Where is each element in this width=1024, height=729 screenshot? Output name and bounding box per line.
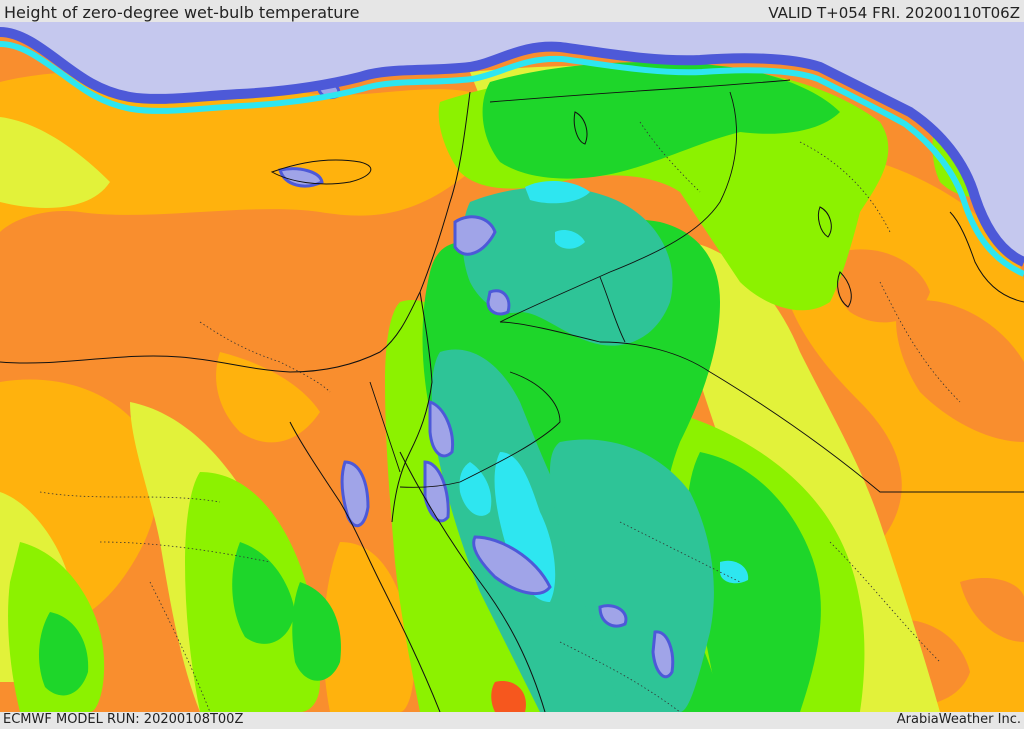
coastlines: [0, 91, 1024, 712]
credit-label: ArabiaWeather Inc.: [896, 712, 1021, 727]
weather-map[interactable]: [0, 22, 1024, 712]
model-run: ECMWF MODEL RUN: 20200108T00Z: [3, 712, 244, 727]
cold-north-band: [0, 22, 1024, 262]
red-spot: [491, 681, 526, 712]
footer-bar: ECMWF MODEL RUN: 20200108T00Z ArabiaWeat…: [0, 712, 1024, 729]
country-borders: [369, 79, 1024, 493]
cold-north-edge: [0, 27, 1024, 267]
map-canvas: [0, 22, 1024, 712]
amber-fields: [0, 71, 1024, 712]
cold-north-cyan: [0, 41, 1024, 277]
valid-time: VALID T+054 FRI. 20200110T06Z: [768, 4, 1020, 22]
cyan-patches: [459, 180, 749, 602]
cold-spots: [278, 81, 675, 679]
region-borders: [39, 121, 961, 712]
map-title: Height of zero-degree wet-bulb temperatu…: [4, 3, 360, 22]
header-bar: Height of zero-degree wet-bulb temperatu…: [0, 0, 1024, 22]
